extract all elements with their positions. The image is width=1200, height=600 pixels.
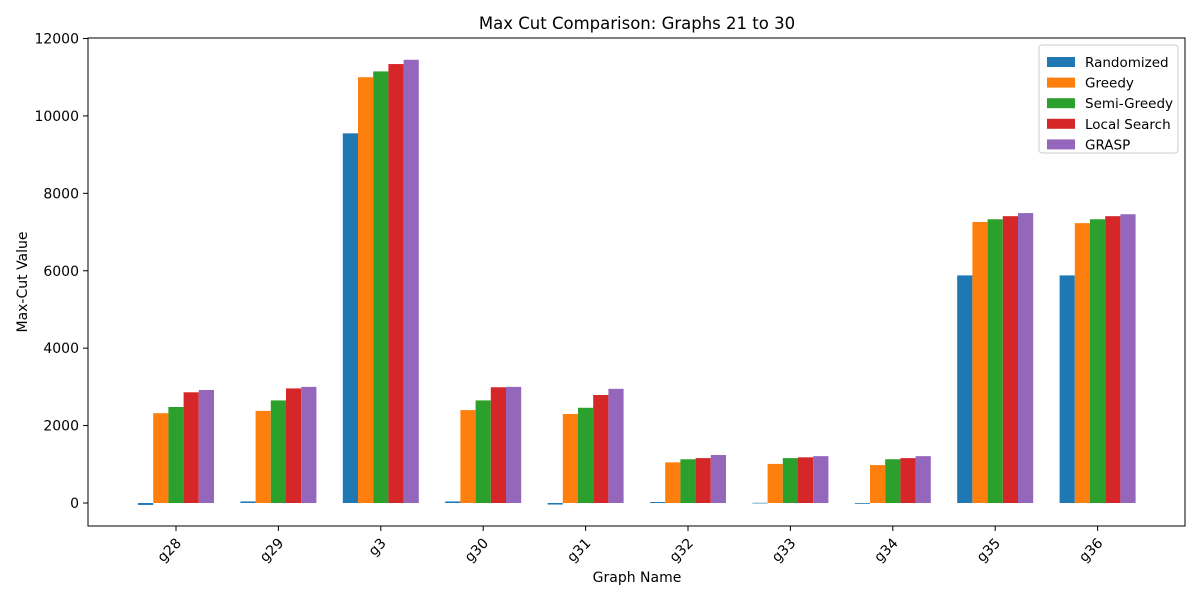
bar-semi-greedy-g35	[987, 219, 1003, 503]
bar-grasp-g31	[608, 388, 624, 503]
bar-semi-greedy-g31	[578, 407, 594, 503]
bar-semi-greedy-g29	[270, 400, 286, 503]
plot-frame	[87, 37, 1186, 527]
bars-layer	[138, 59, 1136, 505]
bar-greedy-g34	[870, 465, 886, 503]
bar-randomized-g35	[957, 275, 973, 503]
bar-randomized-g32	[650, 502, 666, 503]
bar-local-search-g36	[1105, 216, 1121, 504]
legend-label-randomized: Randomized	[1085, 55, 1169, 71]
bar-grasp-g34	[915, 456, 931, 503]
bar-semi-greedy-g36	[1090, 219, 1106, 503]
bar-grasp-g32	[710, 455, 726, 503]
bar-grasp-g29	[301, 386, 317, 504]
y-tick-label: 8000	[43, 186, 79, 202]
bar-grasp-g35	[1018, 213, 1034, 503]
bar-local-search-g3	[388, 64, 404, 504]
bar-local-search-g35	[1002, 216, 1018, 504]
y-tick-label: 10000	[34, 109, 79, 125]
bar-grasp-g30	[506, 386, 522, 504]
x-axis-title: Graph Name	[593, 570, 682, 586]
bar-randomized-g36	[1059, 275, 1075, 503]
legend-swatch-semi-greedy	[1047, 98, 1075, 109]
bar-semi-greedy-g32	[680, 459, 696, 503]
bar-local-search-g33	[798, 457, 814, 503]
y-axis-title: Max-Cut Value	[15, 231, 31, 332]
bar-semi-greedy-g28	[168, 407, 184, 503]
bar-local-search-g34	[900, 458, 916, 503]
bar-greedy-g36	[1074, 223, 1090, 503]
bar-semi-greedy-g34	[885, 459, 901, 503]
bar-greedy-g28	[153, 413, 169, 503]
bar-semi-greedy-g3	[373, 71, 389, 504]
y-tick-label: 2000	[43, 419, 79, 435]
bar-grasp-g3	[403, 59, 419, 503]
legend-label-greedy: Greedy	[1085, 76, 1134, 92]
bar-grasp-g33	[813, 456, 829, 503]
bar-grasp-g36	[1120, 214, 1136, 504]
bar-local-search-g29	[286, 388, 302, 503]
bar-greedy-g30	[460, 410, 476, 503]
bar-greedy-g3	[358, 77, 374, 504]
legend-label-semi-greedy: Semi-Greedy	[1085, 96, 1173, 112]
chart-title: Max Cut Comparison: Graphs 21 to 30	[479, 14, 795, 33]
bar-local-search-g32	[695, 458, 711, 503]
legend-label-grasp: GRASP	[1085, 137, 1130, 153]
bar-randomized-g28	[138, 503, 154, 505]
y-tick-label: 6000	[43, 264, 79, 280]
bar-randomized-g33	[752, 502, 768, 504]
legend-swatch-local-search	[1047, 118, 1075, 129]
bar-semi-greedy-g33	[782, 458, 798, 503]
bar-greedy-g35	[972, 221, 988, 504]
bar-greedy-g33	[767, 463, 783, 503]
bar-grasp-g28	[198, 389, 214, 503]
bar-local-search-g31	[593, 395, 609, 503]
bar-randomized-g31	[547, 503, 563, 505]
y-tick-label: 0	[70, 496, 79, 512]
bar-greedy-g32	[665, 462, 681, 503]
bar-local-search-g30	[490, 387, 506, 503]
bar-greedy-g31	[562, 413, 578, 503]
legend: Randomized Greedy Semi-Greedy Local Search G…	[1038, 44, 1179, 154]
legend-swatch-grasp	[1047, 139, 1075, 150]
bar-randomized-g30	[445, 501, 461, 503]
bar-semi-greedy-g30	[475, 400, 491, 503]
y-tick-label: 4000	[43, 341, 79, 357]
bar-randomized-g29	[240, 501, 256, 503]
bar-randomized-g3	[342, 133, 358, 503]
y-tick-label: 12000	[34, 32, 79, 48]
legend-label-local-search: Local Search	[1085, 117, 1171, 133]
y-axis: 0 2000 4000 6000 8000 10000 12000	[34, 32, 88, 512]
legend-swatch-greedy	[1047, 77, 1075, 88]
bar-local-search-g28	[183, 392, 199, 503]
bar-randomized-g34	[854, 503, 870, 504]
legend-swatch-randomized	[1047, 57, 1075, 67]
bar-greedy-g29	[255, 410, 271, 503]
